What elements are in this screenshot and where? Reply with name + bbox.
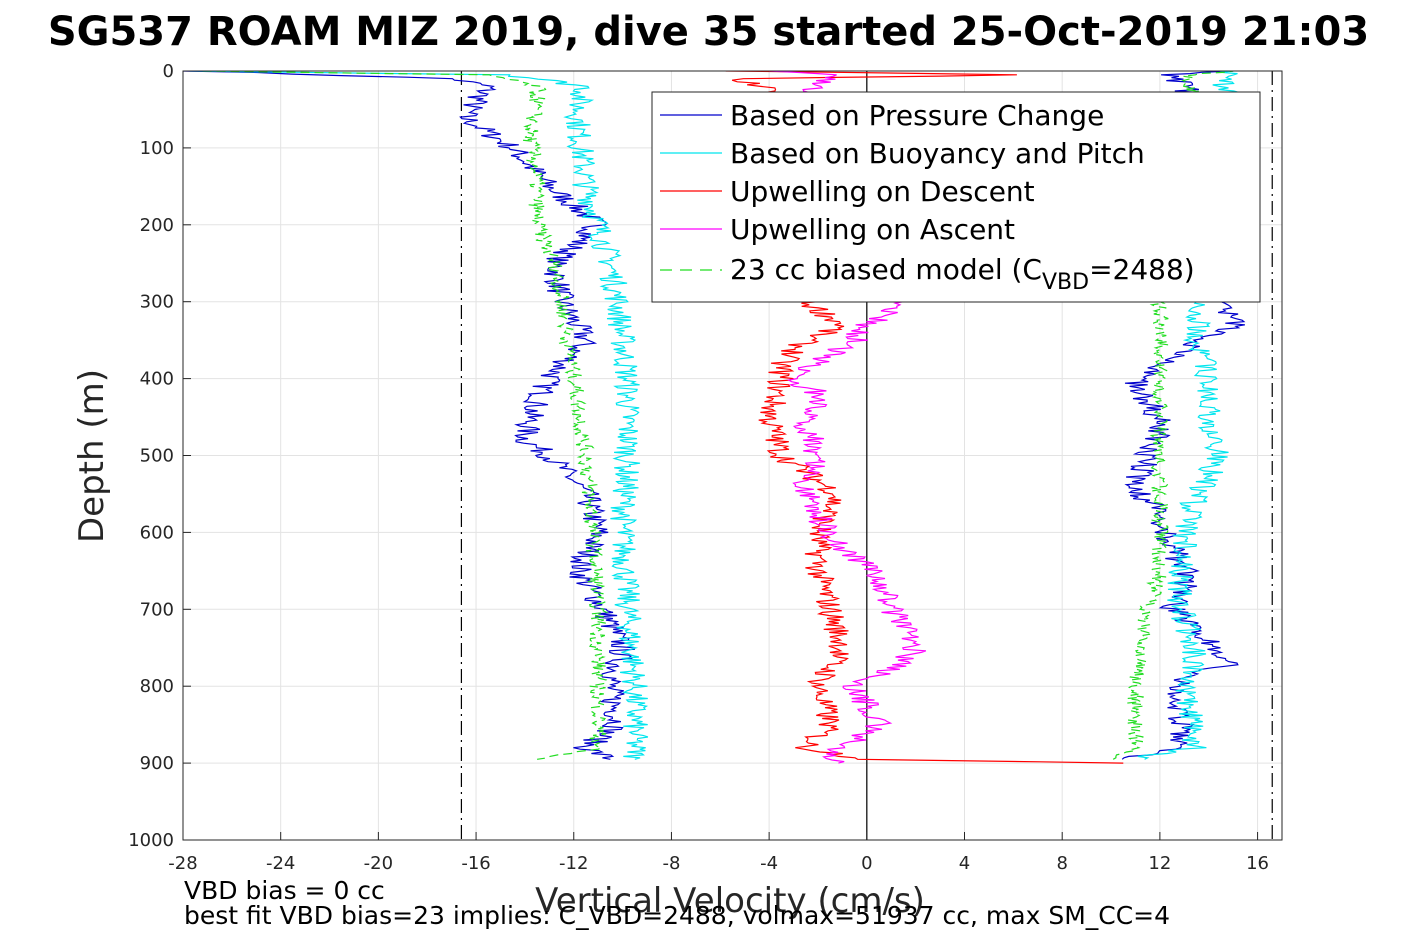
x-tick-label: 16: [1246, 853, 1269, 874]
y-tick-label: 1000: [128, 830, 174, 851]
x-tick-label: 4: [959, 853, 970, 874]
y-tick-label: 400: [140, 369, 174, 390]
y-axis-label: Depth (m): [72, 369, 112, 543]
x-axis-ticks: -28 -24 -20 -16 -12 -8 -4 0 4 8 12 16: [168, 832, 1269, 874]
x-tick-label: -16: [461, 853, 490, 874]
legend-label-biased-sub: VBD: [1042, 270, 1089, 295]
x-tick-label: -20: [364, 853, 393, 874]
x-tick-label: 12: [1148, 853, 1171, 874]
legend-label-biased-end: =2488): [1089, 253, 1195, 286]
y-tick-label: 300: [140, 292, 174, 313]
y-axis-ticks: 0 100 200 300 400 500 600 700 800 900 1000: [128, 61, 191, 851]
y-tick-label: 100: [140, 138, 174, 159]
series-line: [1137, 301, 1229, 760]
y-tick-label: 700: [140, 599, 174, 620]
series-line: [202, 71, 609, 760]
series-line: [1112, 301, 1170, 760]
x-tick-label: -12: [559, 853, 588, 874]
y-tick-label: 800: [140, 676, 174, 697]
x-tick-label: 0: [861, 853, 872, 874]
chart-title: SG537 ROAM MIZ 2019, dive 35 started 25-…: [47, 9, 1370, 55]
y-tick-label: 500: [140, 446, 174, 467]
y-tick-label: 900: [140, 753, 174, 774]
x-tick-label: -4: [760, 853, 778, 874]
legend-label-pressure: Based on Pressure Change: [730, 99, 1104, 132]
vbd-bias-note: VBD bias = 0 cc: [184, 876, 385, 905]
legend-box: [651, 91, 1261, 303]
x-axis-label: Vertical Velocity (cm/s): [535, 881, 925, 921]
y-tick-label: 200: [140, 215, 174, 236]
series-line: [183, 71, 636, 760]
y-tick-label: 0: [163, 61, 174, 82]
legend-label-biased-main: 23 cc biased model (C: [730, 253, 1042, 286]
series-line: [189, 71, 649, 760]
x-tick-label: -24: [266, 853, 295, 874]
legend-label-upwelling-ascent: Upwelling on Ascent: [730, 213, 1015, 246]
x-tick-label: 8: [1056, 853, 1067, 874]
y-tick-label: 600: [140, 522, 174, 543]
series-line: [1121, 301, 1246, 760]
legend-label-upwelling-descent: Upwelling on Descent: [730, 175, 1035, 208]
x-tick-label: -8: [662, 853, 680, 874]
best-fit-note: best fit VBD bias=23 implies: C_VBD=2488…: [184, 901, 1171, 930]
legend-label-biased-model: 23 cc biased model (CVBD=2488): [730, 253, 1195, 295]
legend-label-buoyancy: Based on Buoyancy and Pitch: [730, 137, 1145, 170]
series-line: [786, 301, 927, 764]
legend: Based on Pressure Change Based on Buoyan…: [651, 91, 1261, 303]
x-tick-label: -28: [168, 853, 197, 874]
